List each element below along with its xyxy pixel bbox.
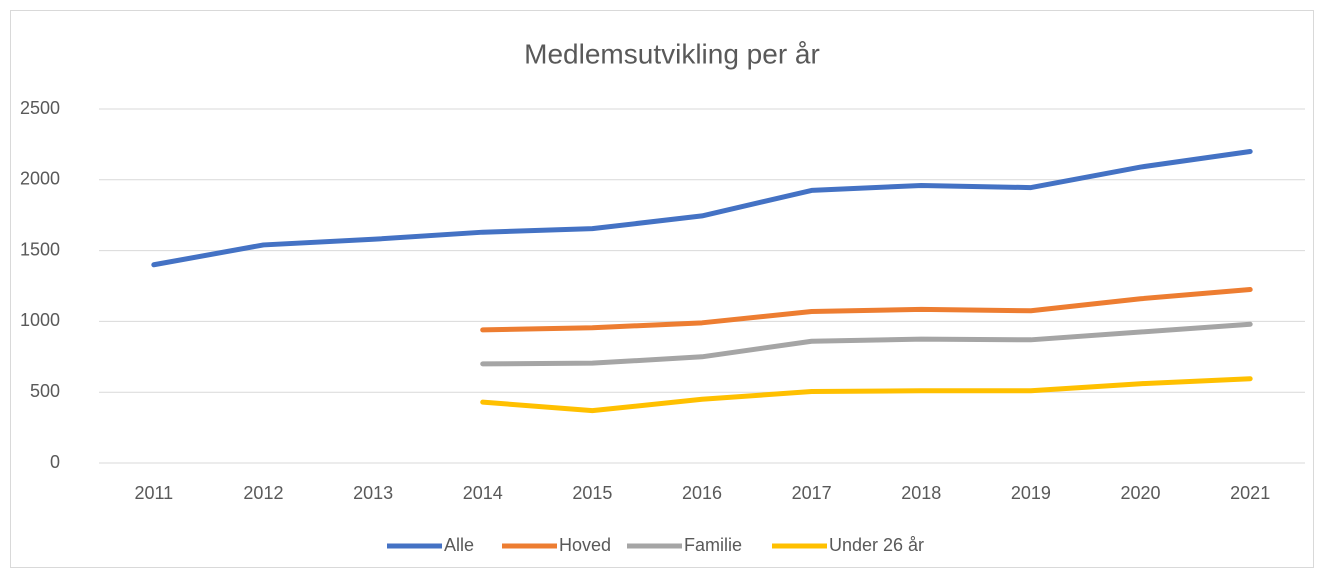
x-tick-label: 2016 [682,483,722,503]
series-line [480,376,1253,414]
series-line [480,287,1253,333]
y-tick-label: 2500 [20,98,60,118]
chart-title: Medlemsutvikling per år [524,38,820,69]
legend-label: Hoved [559,535,611,555]
y-tick-label: 0 [50,452,60,472]
legend-label: Familie [684,535,742,555]
x-tick-label: 2012 [243,483,283,503]
x-tick-label: 2021 [1230,483,1270,503]
y-tick-label: 1500 [20,239,60,259]
legend-label: Under 26 år [829,535,924,555]
series-line [480,321,1253,367]
x-tick-label: 2011 [134,483,173,503]
x-tick-label: 2015 [572,483,612,503]
x-tick-label: 2017 [792,483,832,503]
x-tick-label: 2014 [463,483,503,503]
chart-border [10,10,1314,568]
y-tick-label: 2000 [20,169,60,189]
y-tick-label: 1000 [20,310,60,330]
x-tick-label: 2019 [1011,483,1051,503]
x-tick-label: 2013 [353,483,393,503]
x-tick-label: 2020 [1121,483,1161,503]
x-tick-label: 2018 [901,483,941,503]
series-line [151,148,1253,268]
y-tick-label: 500 [30,381,60,401]
legend-label: Alle [444,535,474,555]
